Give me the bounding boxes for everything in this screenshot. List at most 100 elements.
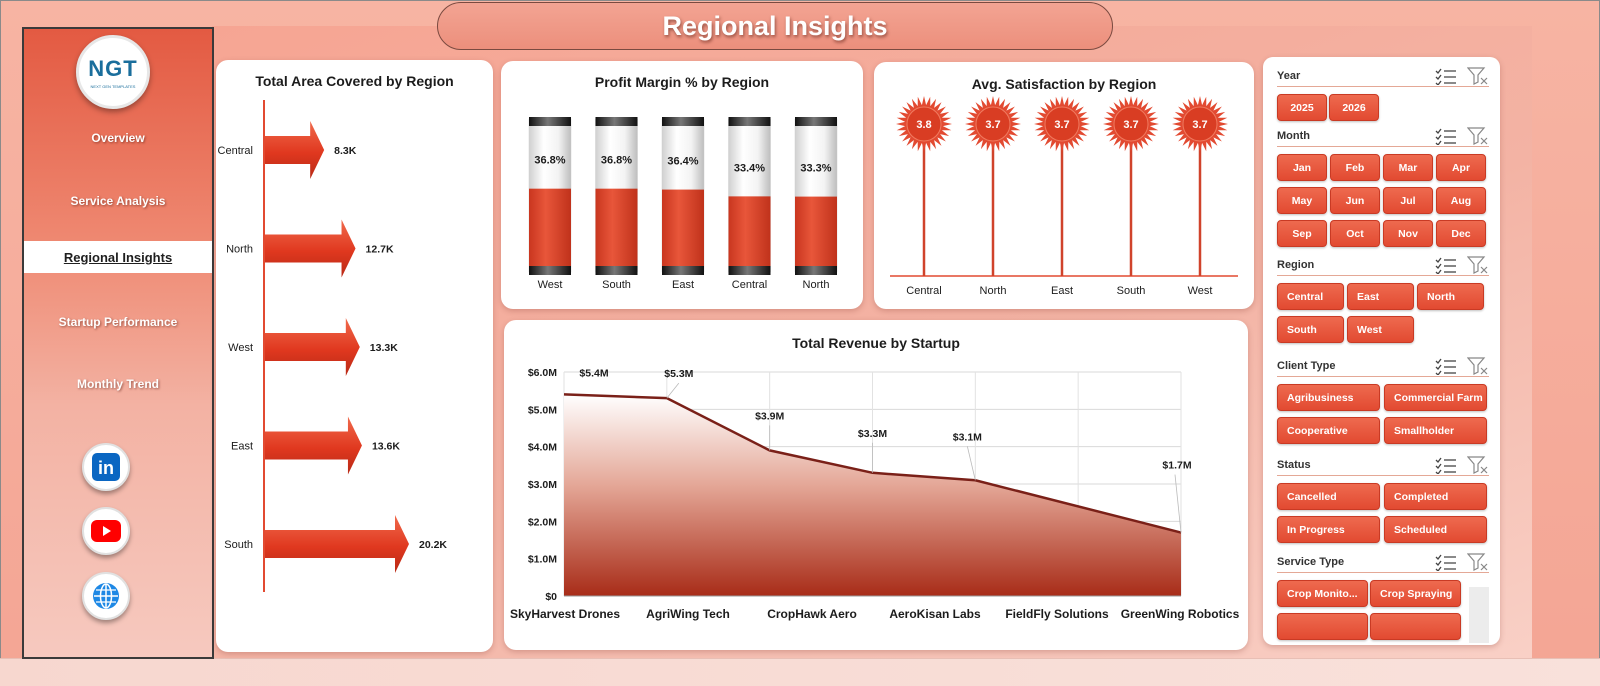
revenue-leader-line	[966, 446, 976, 481]
slicer-option-year[interactable]: 2026	[1329, 94, 1379, 121]
area-category-label: East	[231, 441, 253, 453]
slicer-scrollbar[interactable]	[1469, 587, 1489, 643]
nav-item-monthly-trend[interactable]: Monthly Trend	[77, 377, 159, 391]
slicer-option-month[interactable]: Oct	[1330, 220, 1380, 247]
title-bar: Regional Insights	[437, 2, 1113, 50]
profit-category-label: Central	[732, 279, 767, 291]
satisfaction-marker-core	[1113, 106, 1149, 142]
slicer-option-region[interactable]: East	[1347, 283, 1414, 310]
slicer-option-month[interactable]: Feb	[1330, 154, 1380, 181]
revenue-leader-line	[1174, 474, 1182, 533]
nav-item-overview[interactable]: Overview	[91, 131, 145, 145]
area-data-label: 12.7K	[366, 244, 394, 256]
nav-item-regional-insights[interactable]: Regional Insights	[24, 241, 212, 273]
revenue-chart: $0 $1.0M $2.0M $3.0M $4.0M $5.0M $6.0M $5.4M $5.…	[510, 367, 1240, 621]
youtube-icon	[91, 520, 121, 542]
slicer-header-status: Status	[1277, 454, 1489, 476]
clear-filter-icon[interactable]	[1467, 66, 1489, 85]
linkedin-text: in	[98, 458, 114, 478]
slicer-option-service-type-cutoff[interactable]	[1370, 613, 1461, 640]
slicer-option-status[interactable]: In Progress	[1277, 516, 1380, 543]
satisfaction-data-label: 3.8	[916, 119, 931, 131]
slicer-option-client-type[interactable]: Agribusiness	[1277, 384, 1380, 411]
multi-select-icon[interactable]	[1435, 127, 1457, 145]
slicer-option-region[interactable]: North	[1417, 283, 1484, 310]
revenue-data-label: $5.3M	[664, 368, 693, 380]
satisfaction-chart: 3.8 Central 3.7 North 3.7 East 3.7 South 3.7 West	[890, 96, 1238, 297]
clear-filter-icon[interactable]	[1467, 552, 1489, 571]
area-category-label: South	[224, 539, 253, 551]
area-data-label: 20.2K	[419, 539, 447, 551]
slicer-option-client-type[interactable]: Cooperative	[1277, 417, 1380, 444]
profit-data-label: 36.4%	[667, 156, 698, 168]
revenue-chart-title: Total Revenue by Startup	[792, 335, 960, 351]
slicer-option-month[interactable]: Mar	[1383, 154, 1433, 181]
linkedin-button[interactable]: in	[82, 443, 130, 491]
revenue-ytick-label: $5.0M	[528, 404, 557, 416]
area-bar-central	[265, 121, 325, 179]
slicer-option-status[interactable]: Completed	[1384, 483, 1487, 510]
youtube-button[interactable]	[82, 507, 130, 555]
slicer-option-status[interactable]: Cancelled	[1277, 483, 1380, 510]
profit-cap-top	[529, 117, 571, 126]
slicer-option-service-type-cutoff[interactable]	[1277, 613, 1368, 640]
slicer-header-year: Year	[1277, 65, 1489, 87]
slicer-option-month[interactable]: May	[1277, 187, 1327, 214]
logo: NGT NEXT GEN TEMPLATES	[76, 35, 150, 109]
slicer-option-month[interactable]: Nov	[1383, 220, 1433, 247]
slicer-option-month[interactable]: Jun	[1330, 187, 1380, 214]
area-data-label: 13.6K	[372, 441, 400, 453]
nav-item-startup-performance[interactable]: Startup Performance	[58, 315, 178, 329]
multi-select-icon[interactable]	[1435, 357, 1457, 375]
multi-select-icon[interactable]	[1435, 456, 1457, 474]
slicer-option-month[interactable]: Jul	[1383, 187, 1433, 214]
multi-select-icon[interactable]	[1435, 256, 1457, 274]
clear-filter-icon[interactable]	[1467, 126, 1489, 145]
satisfaction-data-label: 3.7	[1123, 119, 1138, 131]
satisfaction-data-label: 3.7	[985, 119, 1000, 131]
satisfaction-category-label: North	[980, 285, 1007, 297]
slicer-option-service-type[interactable]: Crop Spraying	[1370, 580, 1461, 607]
revenue-category-label: AgriWing Tech	[646, 607, 730, 621]
slicer-option-region[interactable]: West	[1347, 316, 1414, 343]
clear-filter-icon[interactable]	[1467, 356, 1489, 375]
satisfaction-category-label: East	[1051, 285, 1073, 297]
profit-data-label: 36.8%	[601, 155, 632, 167]
satisfaction-category-label: South	[1117, 285, 1146, 297]
revenue-category-label: CropHawk Aero	[767, 607, 857, 621]
slicer-option-service-type[interactable]: Crop Monito...	[1277, 580, 1368, 607]
profit-data-label: 33.3%	[800, 163, 831, 175]
profit-cap-bottom	[595, 266, 638, 275]
clear-filter-icon[interactable]	[1467, 455, 1489, 474]
area-chart-title: Total Area Covered by Region	[255, 73, 454, 89]
slicer-title: Year	[1277, 69, 1301, 82]
revenue-ytick-label: $0	[545, 591, 557, 603]
clear-filter-icon[interactable]	[1467, 255, 1489, 274]
slicer-option-status[interactable]: Scheduled	[1384, 516, 1487, 543]
multi-select-icon[interactable]	[1435, 553, 1457, 571]
slicer-option-month[interactable]: Dec	[1436, 220, 1486, 247]
revenue-leader-line	[666, 382, 680, 399]
satisfaction-marker-core	[906, 106, 942, 142]
profit-bar-central	[728, 196, 771, 272]
website-button[interactable]	[82, 572, 130, 620]
slicer-option-month[interactable]: Aug	[1436, 187, 1486, 214]
slicer-header-month: Month	[1277, 125, 1489, 147]
area-category-label: West	[228, 342, 253, 354]
slicer-option-month[interactable]: Sep	[1277, 220, 1327, 247]
satisfaction-data-label: 3.7	[1192, 119, 1207, 131]
slicer-option-region[interactable]: Central	[1277, 283, 1344, 310]
slicer-option-year[interactable]: 2025	[1277, 94, 1327, 121]
slicer-option-month[interactable]: Apr	[1436, 154, 1486, 181]
multi-select-icon[interactable]	[1435, 67, 1457, 85]
slicer-option-client-type[interactable]: Commercial Farm	[1384, 384, 1487, 411]
slicer-option-region[interactable]: South	[1277, 316, 1344, 343]
revenue-line	[563, 393, 1182, 534]
slicer-option-month[interactable]: Jan	[1277, 154, 1327, 181]
area-chart: Central 8.3K North 12.7K West 13.3K East 13.6K S…	[218, 100, 447, 592]
nav-item-service-analysis[interactable]: Service Analysis	[70, 194, 166, 208]
slicer-title: Status	[1277, 458, 1311, 471]
profit-bar-west	[529, 188, 571, 272]
page-title: Regional Insights	[662, 10, 888, 41]
slicer-option-client-type[interactable]: Smallholder	[1384, 417, 1487, 444]
